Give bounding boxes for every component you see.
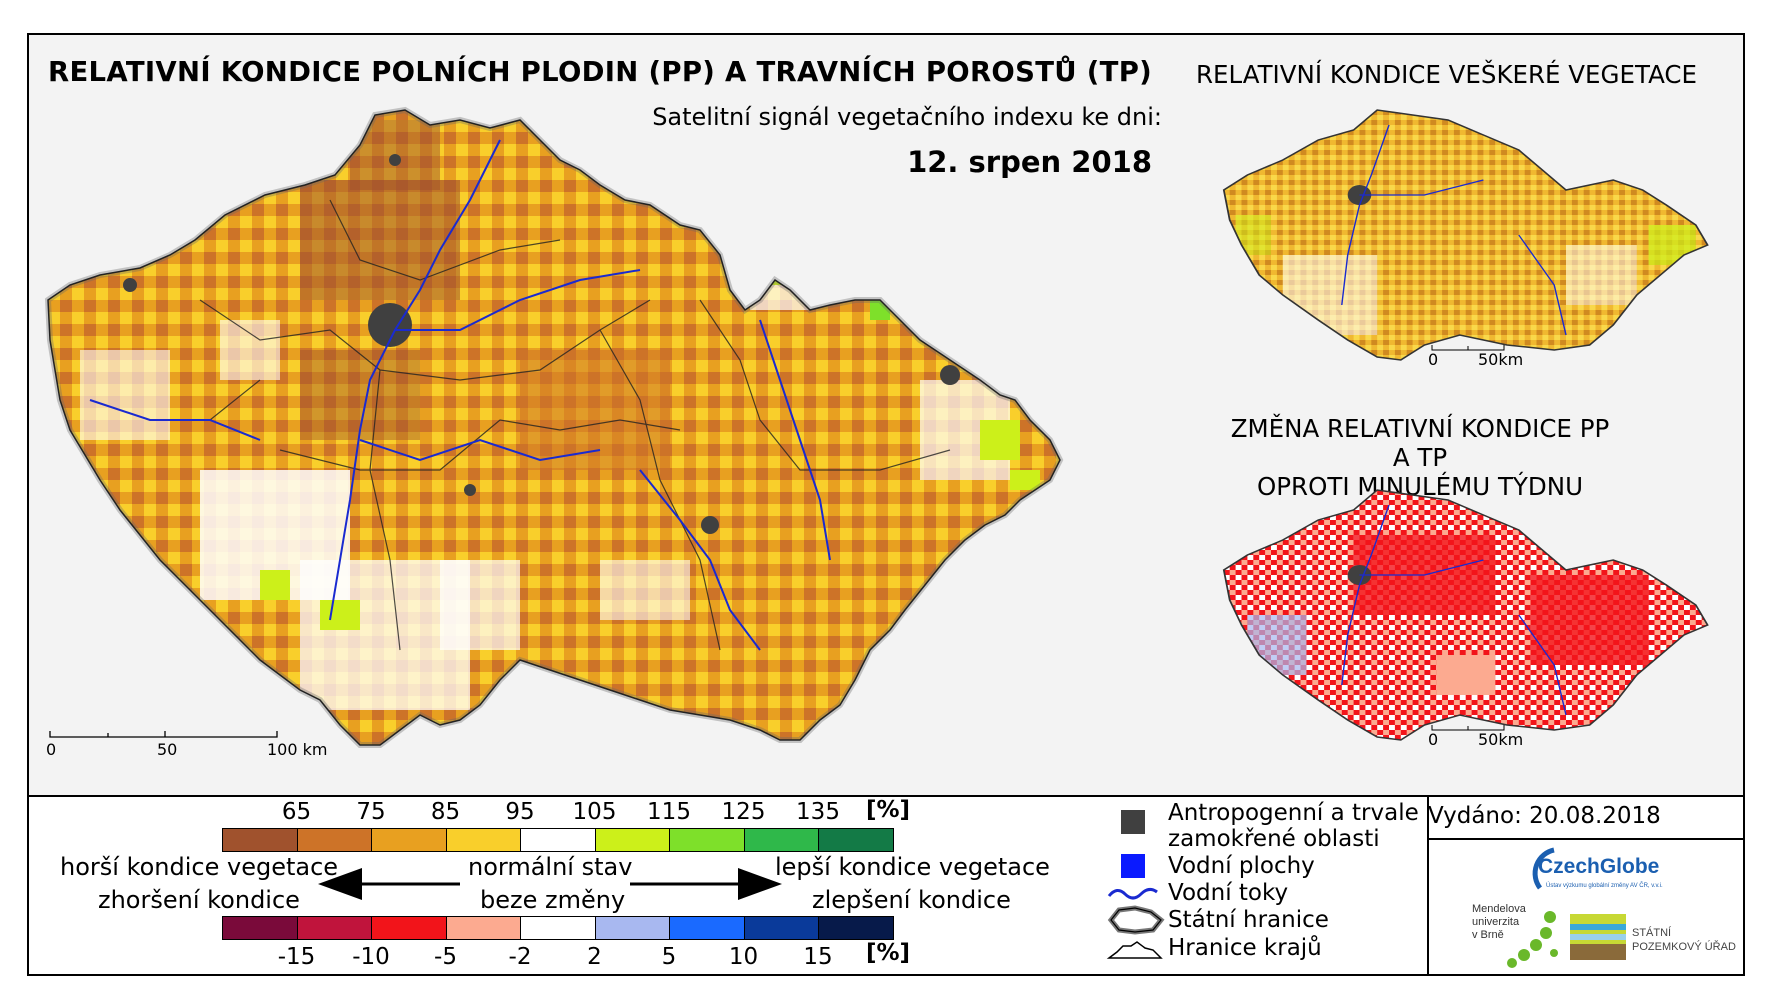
legend-rivers: Vodní toky [1168, 880, 1289, 906]
condition-swatch-7 [743, 828, 819, 852]
map-title: RELATIVNÍ KONDICE POLNÍCH PLODIN (PP) A … [48, 56, 1153, 88]
czechglobe-name: CzechGlobe [1538, 855, 1660, 878]
legend-divider [1427, 795, 1429, 976]
change-tick-0: -15 [277, 944, 316, 970]
condition-swatch-8 [818, 828, 894, 852]
change-tick-5: 5 [661, 944, 677, 970]
mendel-line1: Mendelova [1472, 903, 1526, 915]
change-swatch-8 [818, 916, 894, 940]
small-scale2-50: 50km [1478, 730, 1523, 749]
worse-change-label: zhoršení kondice [98, 886, 300, 914]
normal-state-label: normální stav [468, 853, 633, 881]
spu-emblem-icon [1570, 914, 1626, 960]
mendel-line2: univerzita [1472, 916, 1520, 928]
change-swatch-1 [296, 916, 372, 940]
change-swatch-2 [371, 916, 447, 940]
vegetation-map-title: RELATIVNÍ KONDICE VEŠKERÉ VEGETACE [1196, 60, 1697, 89]
change-swatch-7 [743, 916, 819, 940]
mendel-logo: Mendelova univerzita v Brně [1472, 903, 1582, 973]
condition-swatch-0 [222, 828, 298, 852]
condition-tick-2: 85 [430, 799, 461, 825]
condition-tick-1: 75 [356, 799, 386, 825]
czechglobe-subtitle: Ústav výzkumu globální změny AV ČR, v.v.… [1546, 883, 1663, 889]
condition-change-map: 0 50km [1222, 489, 1709, 749]
scale-label-0: 0 [46, 740, 56, 759]
state-border-icon [1107, 905, 1165, 935]
condition-tick-4: 105 [572, 799, 617, 825]
change-swatch-5 [594, 916, 670, 940]
map-date: 12. srpen 2018 [907, 145, 1152, 179]
condition-tick-0: 65 [281, 799, 312, 825]
river-line-icon [1107, 887, 1158, 900]
condition-unit: [%] [866, 797, 911, 823]
change-tick-6: 10 [728, 944, 759, 970]
change-swatch-4 [520, 916, 596, 940]
condition-swatch-6 [669, 828, 745, 852]
condition-tick-3: 95 [505, 799, 535, 825]
spu-line1: STÁTNÍ [1632, 927, 1672, 939]
condition-swatch-2 [371, 828, 447, 852]
czechglobe-arc-icon [1532, 847, 1555, 890]
water-square-icon [1121, 854, 1145, 878]
change-tick-1: -10 [352, 944, 390, 970]
better-change-label: zlepšení kondice [812, 886, 1011, 914]
small-scale-0: 0 [1428, 350, 1438, 369]
change-swatch-6 [669, 916, 745, 940]
legend-urban-line1: Antropogenní a trvale [1168, 800, 1419, 826]
condition-swatch-3 [445, 828, 521, 852]
change-tick-7: 15 [803, 944, 833, 970]
scale-label-100: 100 km [267, 740, 327, 759]
condition-tick-5: 115 [647, 799, 691, 825]
urban-square-icon [1121, 810, 1145, 834]
change-tick-4: 2 [587, 944, 602, 970]
better-condition-label: lepší kondice vegetace [775, 853, 1050, 881]
change-tick-2: -5 [434, 944, 457, 970]
mendel-line3: v Brně [1472, 929, 1504, 941]
small-scale2-0: 0 [1428, 730, 1438, 749]
main-scale-bar [49, 731, 278, 738]
small-scale-50: 50km [1478, 350, 1523, 369]
legend-region-border: Hranice krajů [1168, 935, 1322, 961]
condition-tick-7: 135 [796, 799, 840, 825]
condition-swatch-1 [296, 828, 372, 852]
issued-divider [1429, 838, 1745, 840]
no-change-label: beze změny [480, 886, 626, 914]
change-tick-3: -2 [508, 944, 532, 970]
change-map-title-line1: ZMĚNA RELATIVNÍ KONDICE PP A TP [1230, 414, 1610, 472]
change-swatch-0 [222, 916, 298, 940]
map-subtitle: Satelitní signál vegetačního indexu ke d… [652, 103, 1162, 131]
worse-condition-label: horší kondice vegetace [60, 853, 339, 881]
mendel-dots-icon [1507, 911, 1558, 968]
spu-line2: POZEMKOVÝ ÚŘAD [1632, 941, 1736, 953]
spu-logo: STÁTNÍ POZEMKOVÝ ÚŘAD [1568, 912, 1738, 972]
scale-label-50: 50 [157, 740, 177, 759]
condition-tick-6: 125 [721, 799, 766, 825]
change-unit: [%] [866, 940, 911, 966]
legend-panel [27, 795, 1745, 976]
issued-date: Vydáno: 20.08.2018 [1428, 803, 1661, 829]
vegetation-condition-map: 0 50km [1222, 109, 1709, 369]
legend-state-border: Státní hranice [1168, 907, 1329, 933]
condition-swatch-5 [594, 828, 670, 852]
legend-water: Vodní plochy [1168, 853, 1315, 879]
legend-urban-line2: zamokřené oblasti [1168, 826, 1380, 852]
condition-swatch-4 [520, 828, 596, 852]
change-swatch-3 [445, 916, 521, 940]
czechglobe-logo: CzechGlobe Ústav výzkumu globální změny … [1520, 840, 1690, 900]
region-border-icon [1106, 941, 1163, 959]
